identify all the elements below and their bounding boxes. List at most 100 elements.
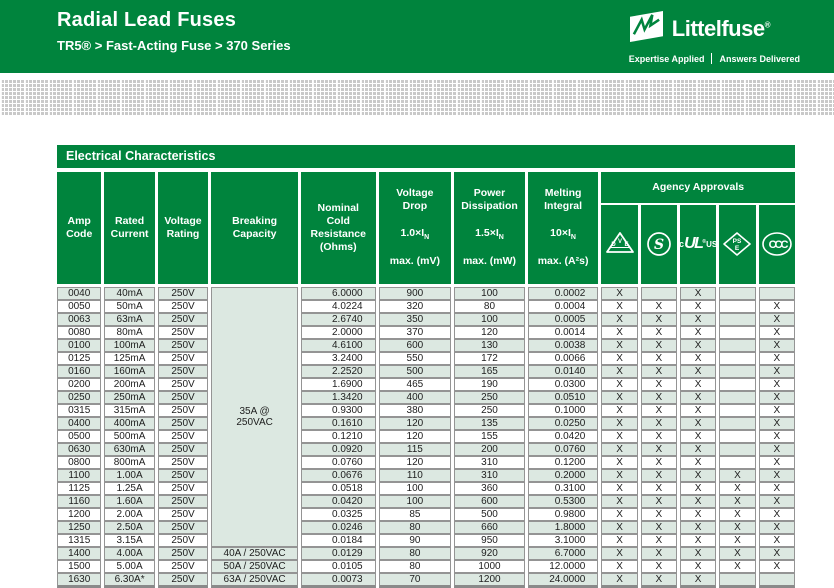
cell-approval-pse bbox=[719, 364, 756, 378]
cell-amp-code: 1400 bbox=[57, 546, 102, 560]
cell-rated-current: 40mA bbox=[104, 286, 155, 300]
cell-breaking-capacity-merged: 35A @ 250VAC bbox=[211, 286, 298, 547]
cell-approval-pse: X bbox=[719, 494, 756, 508]
cell-nominal-cold-resistance: 0.0073 bbox=[300, 572, 376, 588]
cell-approval-s-mark: X bbox=[640, 494, 677, 508]
cell-voltage-drop: 500 bbox=[378, 364, 452, 378]
cell-power-dissipation: 310 bbox=[454, 468, 525, 482]
cell-voltage-drop: 400 bbox=[378, 390, 452, 404]
cell-melting-integral: 0.0760 bbox=[527, 442, 599, 456]
cell-approval-pse bbox=[719, 325, 756, 339]
table-row: 1160 1.60A 250V 0.0420 100 600 0.5300 X X X X X bbox=[57, 494, 795, 508]
table-row: 1500 5.00A 250V 50A / 250VAC 0.0105 80 1000 12.… bbox=[57, 559, 795, 573]
cell-rated-current: 2.00A bbox=[104, 507, 155, 521]
table-row: 0315 315mA 250V 0.9300 380 250 0.1000 X X X X bbox=[57, 403, 795, 417]
col-header-breaking-capacity: Breaking Capacity bbox=[211, 172, 298, 287]
c-ul-us-icon: c UL ® US bbox=[679, 235, 718, 253]
cell-rated-current: 630mA bbox=[104, 442, 155, 456]
cell-nominal-cold-resistance: 0.0420 bbox=[300, 494, 376, 508]
cell-amp-code: 1100 bbox=[57, 468, 102, 482]
cell-voltage-drop: 120 bbox=[378, 416, 452, 430]
section-title-bar: Electrical Characteristics bbox=[57, 145, 795, 168]
cell-melting-integral: 0.5300 bbox=[527, 494, 599, 508]
cell-rated-current: 1.25A bbox=[104, 481, 155, 495]
cell-amp-code: 1125 bbox=[57, 481, 102, 495]
cell-approval-vde: X bbox=[601, 299, 638, 313]
cell-voltage-rating: 250V bbox=[157, 507, 209, 521]
cell-approval-vde: X bbox=[601, 338, 638, 352]
cell-approval-s-mark: X bbox=[640, 442, 677, 456]
table-row: 0250 250mA 250V 1.3420 400 250 0.0510 X X X X bbox=[57, 390, 795, 404]
cell-approval-c-ul-us: X bbox=[679, 494, 717, 508]
cell-amp-code: 0125 bbox=[57, 351, 102, 365]
cell-nominal-cold-resistance: 4.6100 bbox=[300, 338, 376, 352]
cell-melting-integral: 0.0005 bbox=[527, 312, 599, 326]
cell-voltage-drop: 80 bbox=[378, 559, 452, 573]
agency-col-ccc: CCC bbox=[758, 203, 795, 287]
cell-voltage-rating: 250V bbox=[157, 338, 209, 352]
cell-approval-vde: X bbox=[601, 429, 638, 443]
cell-approval-ccc: X bbox=[758, 377, 795, 391]
cell-power-dissipation: 165 bbox=[454, 364, 525, 378]
cell-voltage-rating: 250V bbox=[157, 468, 209, 482]
cell-amp-code: 0080 bbox=[57, 325, 102, 339]
cell-nominal-cold-resistance: 0.0760 bbox=[300, 455, 376, 469]
cell-approval-vde: X bbox=[601, 455, 638, 469]
cell-melting-integral: 0.0250 bbox=[527, 416, 599, 430]
top-banner: Radial Lead Fuses TR5® > Fast-Acting Fus… bbox=[0, 0, 834, 73]
page-title: Radial Lead Fuses bbox=[57, 9, 237, 31]
cell-approval-s-mark: X bbox=[640, 429, 677, 443]
cell-amp-code: 1200 bbox=[57, 507, 102, 521]
col-header-melting-integral: Melting Integral 10×IN max. (A²s) bbox=[527, 172, 599, 287]
cell-approval-ccc: X bbox=[758, 520, 795, 534]
ccc-icon: CCC bbox=[759, 206, 795, 283]
cell-voltage-drop: 900 bbox=[378, 286, 452, 300]
cell-approval-c-ul-us: X bbox=[679, 429, 717, 443]
cell-power-dissipation: 660 bbox=[454, 520, 525, 534]
cell-power-dissipation: 600 bbox=[454, 494, 525, 508]
cell-rated-current: 500mA bbox=[104, 429, 155, 443]
cell-rated-current: 400mA bbox=[104, 416, 155, 430]
cell-nominal-cold-resistance: 1.6900 bbox=[300, 377, 376, 391]
cell-approval-c-ul-us: X bbox=[679, 546, 717, 560]
cell-approval-pse: X bbox=[719, 520, 756, 534]
cell-approval-ccc: X bbox=[758, 312, 795, 326]
cell-approval-s-mark bbox=[640, 286, 677, 300]
col-header-voltage-rating: Voltage Rating bbox=[157, 172, 209, 287]
table-row: 0500 500mA 250V 0.1210 120 155 0.0420 X X X X bbox=[57, 429, 795, 443]
table-row: 1125 1.25A 250V 0.0518 100 360 0.3100 X X X X X bbox=[57, 481, 795, 495]
cell-amp-code: 0160 bbox=[57, 364, 102, 378]
cell-amp-code: 0250 bbox=[57, 390, 102, 404]
cell-voltage-drop: 70 bbox=[378, 572, 452, 588]
cell-amp-code: 1250 bbox=[57, 520, 102, 534]
table-row: 1630 6.30A* 250V 63A / 250VAC 0.0073 70 1200 24… bbox=[57, 572, 795, 588]
cell-nominal-cold-resistance: 0.0920 bbox=[300, 442, 376, 456]
breadcrumb: TR5® > Fast-Acting Fuse > 370 Series bbox=[57, 38, 291, 53]
cell-approval-c-ul-us: X bbox=[679, 390, 717, 404]
cell-approval-pse: X bbox=[719, 559, 756, 573]
cell-power-dissipation: 100 bbox=[454, 286, 525, 300]
cell-approval-s-mark: X bbox=[640, 572, 677, 588]
cell-amp-code: 0040 bbox=[57, 286, 102, 300]
col-header-amp-code: Amp Code bbox=[57, 172, 102, 287]
cell-approval-pse bbox=[719, 312, 756, 326]
cell-nominal-cold-resistance: 0.0676 bbox=[300, 468, 376, 482]
cell-amp-code: 0200 bbox=[57, 377, 102, 391]
cell-nominal-cold-resistance: 0.0105 bbox=[300, 559, 376, 573]
cell-approval-c-ul-us: X bbox=[679, 481, 717, 495]
cell-nominal-cold-resistance: 1.3420 bbox=[300, 390, 376, 404]
svg-text:S: S bbox=[654, 237, 664, 253]
cell-nominal-cold-resistance: 0.1210 bbox=[300, 429, 376, 443]
cell-nominal-cold-resistance: 2.6740 bbox=[300, 312, 376, 326]
svg-text:D: D bbox=[611, 242, 616, 248]
cell-power-dissipation: 172 bbox=[454, 351, 525, 365]
electrical-characteristics-table: Amp Code Rated Current Voltage Rating Br… bbox=[54, 172, 798, 588]
table-row: 1400 4.00A 250V 40A / 250VAC 0.0129 80 920 6.70… bbox=[57, 546, 795, 560]
cell-voltage-rating: 250V bbox=[157, 364, 209, 378]
cell-rated-current: 200mA bbox=[104, 377, 155, 391]
cell-nominal-cold-resistance: 2.2520 bbox=[300, 364, 376, 378]
cell-rated-current: 63mA bbox=[104, 312, 155, 326]
cell-nominal-cold-resistance: 3.2400 bbox=[300, 351, 376, 365]
registered-mark: ® bbox=[764, 20, 771, 30]
cell-nominal-cold-resistance: 0.0129 bbox=[300, 546, 376, 560]
